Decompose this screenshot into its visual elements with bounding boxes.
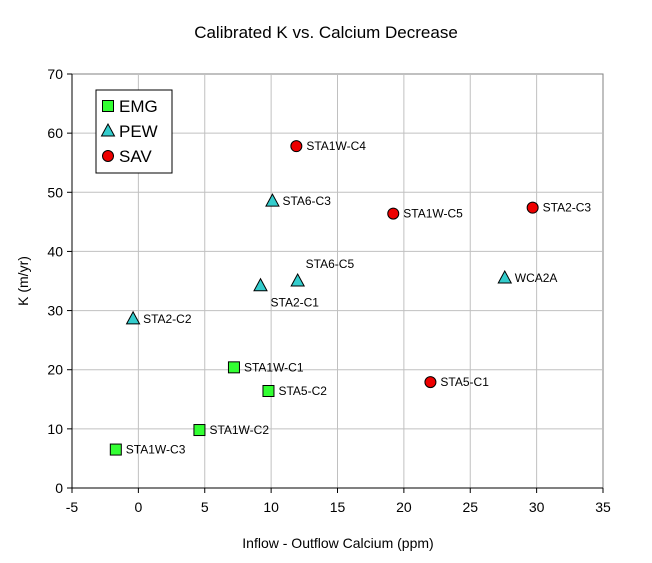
x-tick-label: 5 [201, 499, 209, 515]
data-label: STA1W-C1 [244, 360, 304, 374]
x-tick-label: 10 [263, 499, 279, 515]
x-tick-label: 25 [462, 499, 478, 515]
x-tick-label: 20 [396, 499, 412, 515]
data-label: STA2-C1 [271, 296, 320, 310]
legend: EMG PEW SAV [95, 89, 173, 174]
data-point-sta1w-c2 [193, 424, 206, 437]
data-point-sta1w-c5 [387, 207, 400, 220]
data-point-sta2-c2 [125, 310, 141, 325]
data-point-sta1w-c4 [290, 140, 303, 153]
y-tick-label: 20 [47, 362, 63, 378]
data-label: STA6-C5 [306, 257, 355, 271]
y-tick-label: 0 [55, 480, 63, 496]
data-point-sta5-c2 [262, 385, 275, 398]
x-tick-label: 30 [529, 499, 545, 515]
data-label: STA1W-C2 [209, 423, 269, 437]
data-points: STA1W-C1 STA5-C2 STA1W-C2 STA1W-C3 STA6-C3 ST… [109, 139, 592, 457]
chart-title: Calibrated K vs. Calcium Decrease [194, 23, 458, 42]
data-label: STA1W-C4 [306, 139, 366, 153]
data-point-sta6-c5 [290, 272, 306, 287]
data-point-wca2a [497, 269, 513, 284]
legend-marker-pew [100, 122, 116, 137]
data-point-sta2-c1 [253, 277, 268, 292]
data-label: STA1W-C5 [403, 207, 463, 221]
legend-marker-sav [102, 150, 114, 162]
data-point-sta1w-c3 [109, 443, 122, 456]
data-label: STA1W-C3 [126, 443, 186, 457]
data-label: STA2-C2 [143, 312, 192, 326]
y-tick-label: 50 [47, 184, 63, 200]
data-point-sta5-c1 [424, 376, 437, 389]
legend-entry: SAV [119, 147, 152, 166]
legend-entry: EMG [119, 97, 158, 116]
data-label: STA5-C2 [278, 384, 327, 398]
data-point-sta6-c3 [265, 193, 280, 207]
data-label: STA6-C3 [282, 194, 331, 208]
y-tick-label: 70 [47, 66, 63, 82]
data-label: WCA2A [515, 271, 558, 285]
data-label: STA5-C1 [440, 375, 489, 389]
data-point-sta2-c3 [526, 201, 539, 214]
legend-marker-emg [102, 100, 114, 112]
x-tick-label: 0 [134, 499, 142, 515]
y-tick-label: 30 [47, 303, 63, 319]
y-tick-label: 10 [47, 421, 63, 437]
data-label: STA2-C3 [543, 201, 592, 215]
y-tick-label: 60 [47, 125, 63, 141]
data-point-sta1w-c1 [227, 361, 240, 374]
legend-entry: PEW [119, 122, 158, 141]
x-tick-label: -5 [66, 499, 79, 515]
x-tick-label: 35 [595, 499, 611, 515]
x-tick-label: 15 [330, 499, 346, 515]
y-axis-label: K (m/yr) [15, 256, 31, 306]
x-axis-label: Inflow - Outflow Calcium (ppm) [242, 535, 433, 551]
y-tick-label: 40 [47, 243, 63, 259]
